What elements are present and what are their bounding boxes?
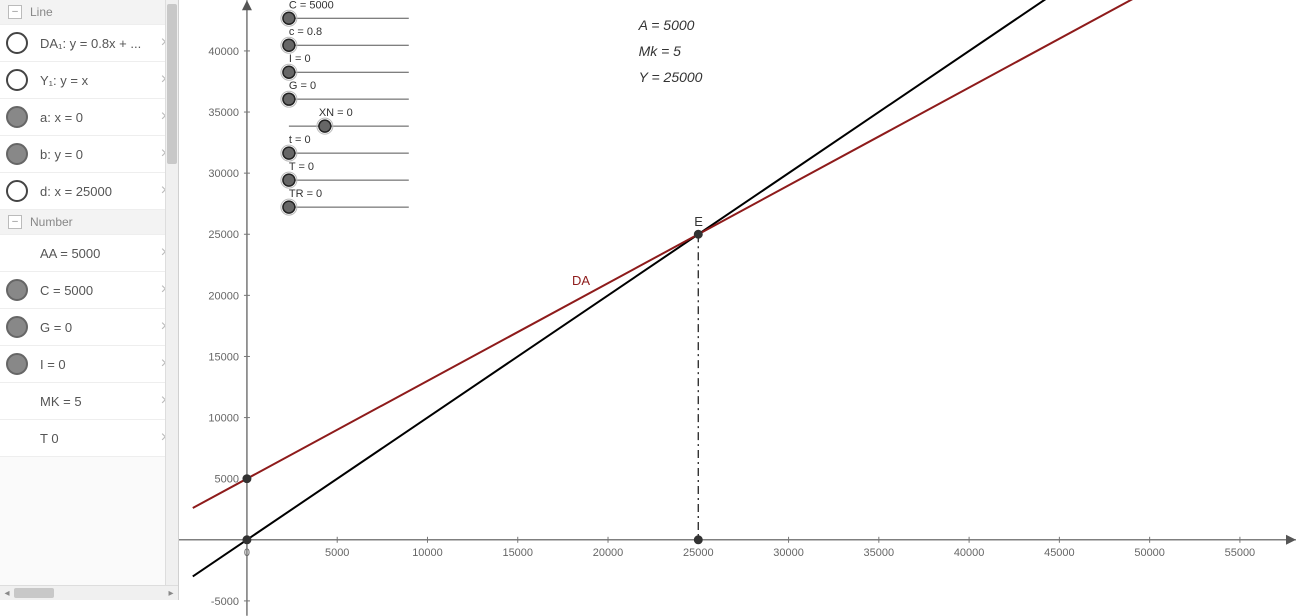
y-axis-arrow-icon xyxy=(242,0,252,10)
slider-label: TR = 0 xyxy=(289,188,322,200)
object-label: I = 0 xyxy=(40,357,159,372)
section-title: Line xyxy=(30,5,53,19)
object-label: C = 5000 xyxy=(40,283,159,298)
slider-knob[interactable] xyxy=(283,39,295,51)
visibility-toggle-icon[interactable] xyxy=(6,32,28,54)
object-row[interactable]: d: x = 25000× xyxy=(0,173,178,210)
x-tick-label: 5000 xyxy=(325,547,349,559)
object-label: G = 0 xyxy=(40,320,159,335)
visibility-toggle-icon[interactable] xyxy=(6,279,28,301)
app-root: –LineDA₁: y = 0.8x + ...×Y₁: y = x×a: x … xyxy=(0,0,1296,616)
slider-knob[interactable] xyxy=(283,66,295,78)
y-tick-label: 15000 xyxy=(208,351,239,363)
object-row[interactable]: G = 0× xyxy=(0,309,178,346)
visibility-toggle-icon[interactable] xyxy=(6,180,28,202)
x-tick-label: 30000 xyxy=(773,547,804,559)
x-tick-label: 55000 xyxy=(1225,547,1256,559)
section-header[interactable]: –Number xyxy=(0,210,178,235)
object-label: AA = 5000 xyxy=(40,246,159,261)
slider-knob[interactable] xyxy=(283,147,295,159)
object-label: Y₁: y = x xyxy=(40,73,159,88)
object-row[interactable]: a: x = 0× xyxy=(0,99,178,136)
sidebar-horizontal-scrollbar[interactable]: ◂ ▸ xyxy=(0,585,178,600)
point-intercept-5000[interactable] xyxy=(243,475,251,483)
x-tick-label: 35000 xyxy=(864,547,895,559)
object-label: a: x = 0 xyxy=(40,110,159,125)
line-da1-label: DA xyxy=(572,273,590,288)
slider-knob[interactable] xyxy=(283,12,295,24)
equation-readout: A = 5000 xyxy=(638,17,695,33)
collapse-icon[interactable]: – xyxy=(8,215,22,229)
object-row[interactable]: MK = 5× xyxy=(0,383,178,420)
y-tick-label: 35000 xyxy=(208,107,239,119)
object-label: d: x = 25000 xyxy=(40,184,159,199)
y-tick-label: 10000 xyxy=(208,413,239,425)
x-tick-label: 20000 xyxy=(593,547,624,559)
x-tick-label: 50000 xyxy=(1134,547,1165,559)
section-header[interactable]: –Line xyxy=(0,0,178,25)
graph-canvas[interactable]: 0 5000 10000 15000 20000 25000 30000 35000 40000… xyxy=(179,0,1296,616)
visibility-toggle-icon[interactable] xyxy=(6,106,28,128)
point-e-label: E xyxy=(694,214,703,229)
slider-knob[interactable] xyxy=(319,120,331,132)
x-tick-label: 25000 xyxy=(683,547,714,559)
collapse-icon[interactable]: – xyxy=(8,5,22,19)
object-row[interactable]: Y₁: y = x× xyxy=(0,62,178,99)
line-y1[interactable] xyxy=(193,0,1276,576)
x-tick-label: 45000 xyxy=(1044,547,1075,559)
object-label: b: y = 0 xyxy=(40,147,159,162)
slider-label: XN = 0 xyxy=(319,107,353,119)
slider-label: c = 0.8 xyxy=(289,26,322,38)
slider-label: C = 5000 xyxy=(289,0,334,11)
slider-label: t = 0 xyxy=(289,134,311,146)
point-origin[interactable] xyxy=(243,536,251,544)
object-row[interactable]: I = 0× xyxy=(0,346,178,383)
section-title: Number xyxy=(30,215,73,229)
y-tick-label: 20000 xyxy=(208,290,239,302)
object-label: DA₁: y = 0.8x + ... xyxy=(40,36,159,51)
x-tick-label: 10000 xyxy=(412,547,443,559)
x-tick-label: 15000 xyxy=(502,547,533,559)
object-row[interactable]: T 0× xyxy=(0,420,178,457)
slider-knob[interactable] xyxy=(283,201,295,213)
x-axis-arrow-icon xyxy=(1286,535,1296,545)
equation-readout: Mk = 5 xyxy=(639,43,682,59)
sidebar-vscroll-thumb[interactable] xyxy=(167,4,177,164)
hscroll-left-arrow[interactable]: ◂ xyxy=(0,586,14,600)
sidebar-vertical-scrollbar[interactable] xyxy=(165,0,178,600)
object-row[interactable]: DA₁: y = 0.8x + ...× xyxy=(0,25,178,62)
equation-readout: Y = 25000 xyxy=(639,69,703,85)
object-row[interactable]: C = 5000× xyxy=(0,272,178,309)
y-tick-label: 40000 xyxy=(208,46,239,58)
slider-label: G = 0 xyxy=(289,80,316,92)
y-tick-label: -5000 xyxy=(211,596,239,608)
visibility-toggle-icon[interactable] xyxy=(6,316,28,338)
object-label: MK = 5 xyxy=(40,394,159,409)
line-da1[interactable] xyxy=(193,0,1276,508)
object-row[interactable]: b: y = 0× xyxy=(0,136,178,173)
y-tick-label: 30000 xyxy=(208,168,239,180)
visibility-toggle-icon[interactable] xyxy=(6,353,28,375)
point-e[interactable] xyxy=(694,230,702,238)
point-e-xaxis[interactable] xyxy=(694,536,702,544)
sidebar-hscroll-thumb[interactable] xyxy=(14,588,54,598)
hscroll-right-arrow[interactable]: ▸ xyxy=(164,586,178,600)
slider-knob[interactable] xyxy=(283,93,295,105)
slider-label: T = 0 xyxy=(289,161,314,173)
object-row[interactable]: AA = 5000× xyxy=(0,235,178,272)
slider-label: I = 0 xyxy=(289,53,311,65)
visibility-toggle-icon[interactable] xyxy=(6,69,28,91)
algebra-sidebar: –LineDA₁: y = 0.8x + ...×Y₁: y = x×a: x … xyxy=(0,0,179,600)
x-tick-label: 40000 xyxy=(954,547,985,559)
y-tick-label: 25000 xyxy=(208,229,239,241)
object-label: T 0 xyxy=(40,431,159,446)
slider-knob[interactable] xyxy=(283,174,295,186)
x-tick-label: 0 xyxy=(244,547,250,559)
slider-panel: C = 5000 c = 0.8 I = 0 G = 0 XN = 0 t = 0 T = … xyxy=(281,0,409,215)
visibility-toggle-icon[interactable] xyxy=(6,143,28,165)
